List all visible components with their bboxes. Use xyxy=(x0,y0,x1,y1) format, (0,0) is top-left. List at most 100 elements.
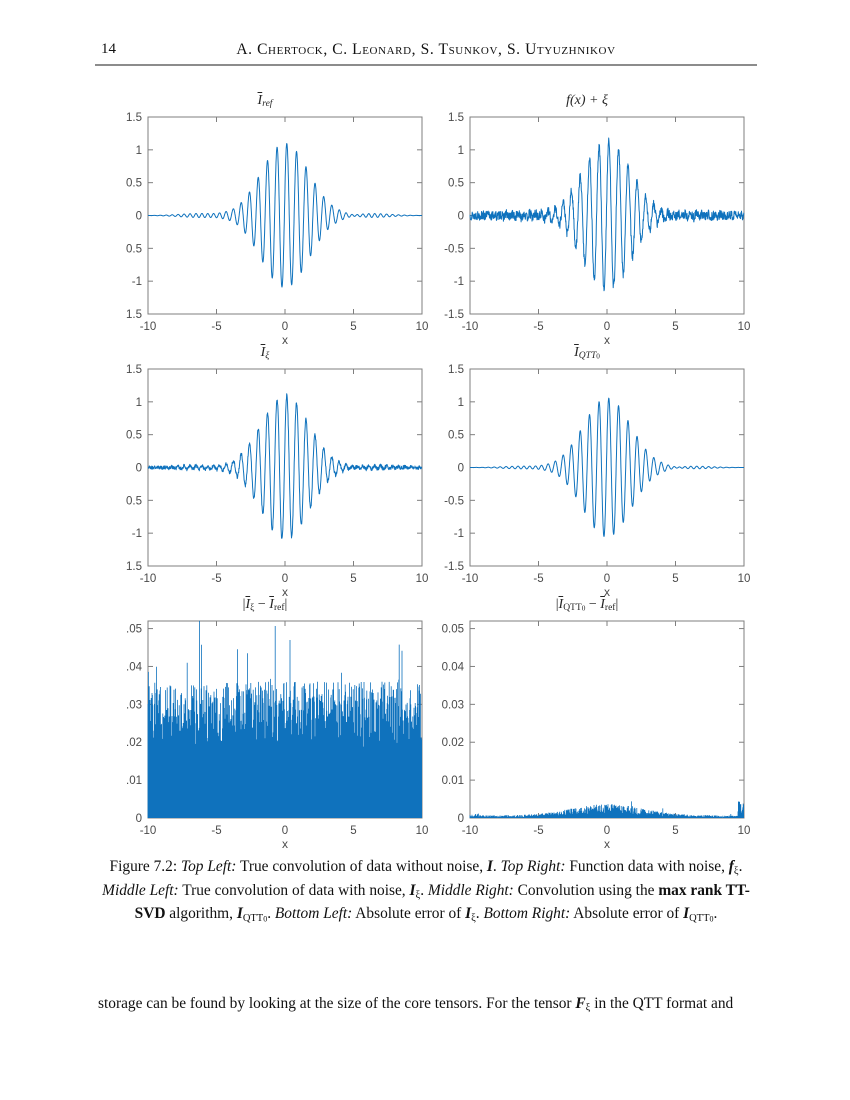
plot-canvas-top-left: -10 -5 0 5 10 1.5 1 0.5 0 0.5 -1 1.5 x xyxy=(126,112,429,347)
x-tick-label: 5 xyxy=(350,825,356,837)
y-tick-label: 1 xyxy=(458,145,464,157)
x-tick-label: 10 xyxy=(738,573,751,585)
x-tick-label: 10 xyxy=(416,321,429,333)
x-tick-label: 10 xyxy=(738,321,751,333)
x-tick-label: 0 xyxy=(282,825,288,837)
body-paragraph: storage can be found by looking at the s… xyxy=(98,995,734,1014)
y-tick-label: 0.5 xyxy=(126,430,142,442)
error-comb-path xyxy=(469,801,744,818)
x-tick-label: -10 xyxy=(140,573,157,585)
x-tick-label: -5 xyxy=(533,573,543,585)
y-tick-label: 0 xyxy=(458,463,464,475)
y-tick-label: .05 xyxy=(126,624,142,636)
x-tick-label: 5 xyxy=(350,321,356,333)
x-tick-label: -5 xyxy=(533,321,543,333)
y-tick-label: 1 xyxy=(136,397,142,409)
x-axis-label: x xyxy=(604,333,610,347)
y-tick-label: 0.05 xyxy=(442,624,464,636)
x-axis-label: x xyxy=(604,585,610,599)
waveform-path xyxy=(469,397,745,537)
subplot-top-left: Iref -10 -5 0 5 10 1.5 1 0.5 0 0.5 -1 1.5 x xyxy=(100,93,430,347)
x-tick-label: 10 xyxy=(416,573,429,585)
x-tick-label: -10 xyxy=(140,321,157,333)
y-tick-label: .02 xyxy=(126,737,142,749)
plot-title-bottom-right: |IQTT0 − Iref| xyxy=(555,597,619,614)
x-axis-label: x xyxy=(604,837,610,851)
y-tick-label: -1 xyxy=(132,276,142,288)
y-tick-label: 0.5 xyxy=(126,243,142,255)
x-tick-label: -5 xyxy=(211,825,221,837)
y-tick-label: 0 xyxy=(136,463,142,475)
y-tick-label: 1 xyxy=(136,145,142,157)
subplot-middle-left: Iξ -10 -5 0 5 10 1.5 1 0.5 0 0.5 -1 1.5 x xyxy=(100,345,430,599)
waveform-path xyxy=(147,393,423,539)
plot-title-top-left: Iref xyxy=(257,93,273,110)
x-axis-label: x xyxy=(282,585,288,599)
y-tick-label: 0 xyxy=(136,813,142,825)
x-tick-label: 0 xyxy=(604,825,610,837)
y-tick-label: 0.01 xyxy=(442,775,464,787)
y-tick-label: 0.5 xyxy=(448,178,464,190)
page-number: 14 xyxy=(101,41,116,57)
y-tick-label: -1.5 xyxy=(444,561,464,573)
x-tick-label: 0 xyxy=(604,573,610,585)
y-tick-label: 1.5 xyxy=(126,364,142,376)
y-tick-label: 1.5 xyxy=(126,309,142,321)
y-tick-label: 0.04 xyxy=(442,661,465,673)
plot-title-top-right: f(x) + ξ xyxy=(566,93,608,108)
error-comb-path xyxy=(147,620,422,818)
figure-7-2: Iref -10 -5 0 5 10 1.5 1 0.5 0 0.5 -1 1.5 x f(x) + ξ -1… xyxy=(100,93,760,851)
y-tick-label: 0 xyxy=(458,211,464,223)
x-tick-label: 5 xyxy=(350,573,356,585)
y-tick-label: 0 xyxy=(136,211,142,223)
plot-canvas-middle-left: -10 -5 0 5 10 1.5 1 0.5 0 0.5 -1 1.5 x xyxy=(126,364,429,599)
plot-canvas-middle-right: -10 -5 0 5 10 1.5 1 0.5 0 -0.5 -1 -1.5 x xyxy=(444,364,751,599)
x-tick-label: 0 xyxy=(282,321,288,333)
subplot-top-right: f(x) + ξ -10 -5 0 5 10 1.5 1 0.5 0 -0.5 -1 -1.5 x xyxy=(422,93,752,347)
subplot-bottom-right: |IQTT0 − Iref| -10 -5 0 5 10 0.05 0.04 0.03 0.02 0… xyxy=(422,597,752,851)
x-tick-label: -10 xyxy=(462,321,479,333)
x-tick-label: 10 xyxy=(738,825,751,837)
x-axis-label: x xyxy=(282,333,288,347)
x-tick-label: 5 xyxy=(672,825,678,837)
plot-canvas-top-right: -10 -5 0 5 10 1.5 1 0.5 0 -0.5 -1 -1.5 x xyxy=(444,112,751,347)
figure-caption: Figure 7.2: Top Left: True convolution o… xyxy=(102,858,750,925)
y-tick-label: -1 xyxy=(454,528,464,540)
y-tick-label: -1.5 xyxy=(444,309,464,321)
running-head-authors: A. Chertock, C. Leonard, S. Tsunkov, S. … xyxy=(236,41,616,58)
y-tick-label: 0 xyxy=(458,813,464,825)
y-tick-label: .01 xyxy=(126,775,142,787)
waveform-path xyxy=(147,143,423,288)
y-tick-label: 1.5 xyxy=(126,561,142,573)
y-tick-label: -0.5 xyxy=(444,495,464,507)
plot-title-middle-left: Iξ xyxy=(260,345,270,362)
subplot-bottom-left: |Iξ − Iref| -10 -5 0 5 10.05.04.03.02.01 0 x xyxy=(100,597,430,851)
y-tick-label: 0.02 xyxy=(442,737,464,749)
y-tick-label: -0.5 xyxy=(444,243,464,255)
x-tick-label: 0 xyxy=(282,573,288,585)
page-header: 14 A. Chertock, C. Leonard, S. Tsunkov, … xyxy=(95,38,757,66)
y-tick-label: 0.03 xyxy=(442,699,464,711)
x-tick-label: -5 xyxy=(533,825,543,837)
waveform-path xyxy=(469,137,745,292)
x-tick-label: -5 xyxy=(211,573,221,585)
y-tick-label: 0.5 xyxy=(448,430,464,442)
x-tick-label: 5 xyxy=(672,321,678,333)
x-tick-label: -10 xyxy=(140,825,157,837)
x-tick-label: -5 xyxy=(211,321,221,333)
y-tick-label: 1 xyxy=(458,397,464,409)
y-tick-label: 1.5 xyxy=(448,364,464,376)
y-tick-label: .03 xyxy=(126,699,142,711)
y-tick-label: 0.5 xyxy=(126,178,142,190)
x-tick-label: 5 xyxy=(672,573,678,585)
x-axis-label: x xyxy=(282,837,288,851)
plot-title-middle-right: IQTT0 xyxy=(574,345,600,362)
y-tick-label: 1.5 xyxy=(448,112,464,124)
y-tick-label: 1.5 xyxy=(126,112,142,124)
subplot-middle-right: IQTT0 -10 -5 0 5 10 1.5 1 0.5 0 -0.5 -1 -1.5 x xyxy=(422,345,752,599)
x-tick-label: -10 xyxy=(462,573,479,585)
plot-title-bottom-left: |Iξ − Iref| xyxy=(242,597,288,614)
x-tick-label: 0 xyxy=(604,321,610,333)
